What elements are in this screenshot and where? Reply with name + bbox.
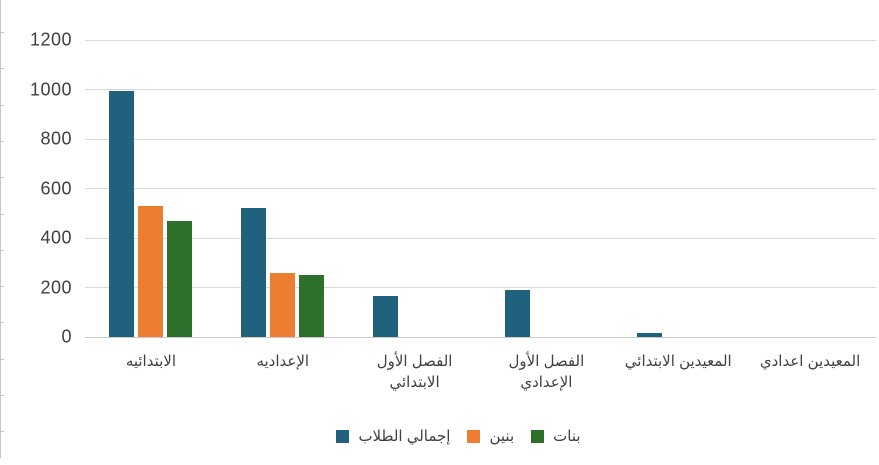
sheet-row-tick — [0, 140, 4, 142]
bar-series2-cat0 — [167, 220, 193, 337]
bar-series0-cat0 — [109, 90, 135, 337]
x-axis-category-label-4: المعيدين الابتدائي — [624, 353, 732, 370]
sheet-edge-ruler — [0, 0, 4, 458]
sheet-row-tick — [0, 358, 4, 360]
bar-series1-cat1 — [270, 272, 296, 337]
legend-label-boys: بنين — [489, 428, 515, 445]
gridline-1000 — [85, 89, 876, 90]
x-axis: الابتدائيه الإعداديه الفصل الأول الابتدائي… — [85, 351, 876, 407]
legend-label-girls: بنات — [553, 428, 581, 445]
y-axis-tick-label-400: 400 — [40, 227, 72, 248]
y-axis-tick-label-1200: 1200 — [29, 29, 72, 50]
sheet-row-tick — [0, 395, 4, 396]
sheet-row-tick — [0, 104, 4, 106]
sheet-row-tick — [0, 286, 4, 288]
y-axis-tick-label-1000: 1000 — [29, 79, 72, 99]
bar-series2-cat1 — [299, 275, 325, 337]
gridline-400 — [85, 237, 876, 239]
sheet-row-tick — [0, 431, 4, 433]
x-axis-category-label-5: المعيدين اعدادي — [759, 353, 861, 370]
legend-item-girls: بنات — [531, 427, 581, 445]
y-axis-tick-label-200: 200 — [40, 277, 72, 297]
plot-area — [85, 39, 876, 338]
legend-item-boys: بنين — [467, 427, 514, 445]
bar-series1-cat0 — [138, 205, 164, 337]
legend: إجمالي الطلاب بنين بنات — [0, 427, 879, 445]
sheet-row-tick — [0, 322, 4, 324]
gridline-1200 — [85, 39, 876, 41]
boys-swatch-icon — [467, 429, 481, 443]
bar-series0-cat3 — [504, 289, 530, 337]
sheet-row-tick — [0, 177, 4, 179]
x-axis-category-label-1: الإعداديه — [256, 353, 310, 370]
gridline-600 — [85, 188, 876, 189]
legend-label-total: إجمالي الطلاب — [358, 428, 451, 445]
sheet-row-tick — [0, 68, 4, 70]
total-students-swatch-icon — [336, 429, 350, 443]
x-axis-category-label-3: الفصل الأول الإعدادي — [508, 353, 585, 391]
girls-swatch-icon — [531, 429, 545, 443]
y-axis: 0 200 400 600 800 1000 1200 — [0, 30, 72, 347]
gridline-0 — [85, 336, 876, 338]
bar-series0-cat2 — [373, 296, 399, 337]
y-axis-tick-label-600: 600 — [40, 178, 72, 198]
sheet-row-tick — [0, 32, 4, 33]
x-axis-category-label-2: الفصل الأول الابتدائي — [376, 353, 453, 391]
y-axis-tick-label-0: 0 — [61, 326, 72, 347]
x-axis-category-label-0: الابتدائيه — [125, 353, 177, 370]
gridline-800 — [85, 138, 876, 140]
y-axis-tick-label-800: 800 — [40, 128, 72, 149]
bar-series0-cat4 — [636, 333, 662, 337]
legend-item-total: إجمالي الطلاب — [336, 427, 450, 445]
sheet-row-tick — [0, 249, 4, 251]
sheet-row-tick — [0, 213, 4, 215]
gridline-200 — [85, 287, 876, 288]
bar-series0-cat1 — [241, 208, 267, 337]
